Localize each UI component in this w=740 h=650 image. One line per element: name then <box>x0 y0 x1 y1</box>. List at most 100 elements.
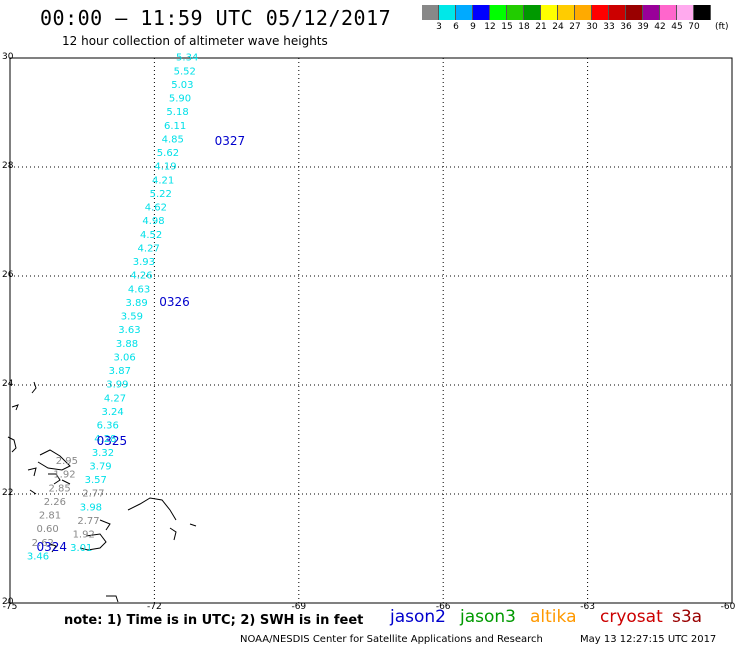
color-scale-legend <box>422 5 711 20</box>
color-swatch <box>541 5 558 20</box>
longitude-label: -63 <box>580 602 595 612</box>
color-scale-tick: 39 <box>637 22 649 32</box>
generated-timestamp: May 13 12:27:15 UTC 2017 <box>580 634 717 645</box>
longitude-label: -75 <box>2 602 18 612</box>
mission-jason2: jason2 <box>390 607 446 627</box>
color-swatch <box>626 5 643 20</box>
swh-value: 2.85 <box>49 483 71 494</box>
coastline <box>189 523 197 527</box>
color-swatch <box>439 5 456 20</box>
color-scale-tick: 21 <box>535 22 547 32</box>
color-swatch <box>592 5 609 20</box>
color-scale-tick: 12 <box>484 22 496 32</box>
longitude-label: -69 <box>291 602 307 612</box>
color-scale-tick: 42 <box>654 22 666 32</box>
swh-value: 4.63 <box>128 284 150 295</box>
color-scale-tick: 36 <box>620 22 632 32</box>
color-swatch <box>507 5 524 20</box>
latitude-label: 26 <box>2 270 14 280</box>
color-scale-unit: (ft) <box>715 22 729 32</box>
map-frame <box>9 57 733 604</box>
coastline <box>99 519 111 531</box>
swh-value: 6.36 <box>97 421 119 432</box>
swh-value: 3.88 <box>116 339 138 350</box>
color-swatch <box>660 5 677 20</box>
credit-text: NOAA/NESDIS Center for Satellite Applica… <box>240 634 543 645</box>
swh-value: 2.81 <box>39 511 61 522</box>
swh-value: 4.26 <box>130 271 152 282</box>
color-swatch <box>490 5 507 20</box>
color-scale-tick: 18 <box>518 22 530 32</box>
color-scale-tick: 45 <box>671 22 683 32</box>
color-swatch <box>609 5 626 20</box>
coastline <box>37 449 71 471</box>
swh-value: 4.21 <box>152 175 174 186</box>
color-swatch <box>575 5 592 20</box>
coastline <box>31 381 37 394</box>
color-swatch <box>422 5 439 20</box>
color-swatch <box>643 5 660 20</box>
coastline <box>27 467 37 477</box>
swh-value: 5.22 <box>150 189 172 200</box>
color-scale-tick: 3 <box>436 22 442 32</box>
color-swatch <box>456 5 473 20</box>
latitude-label: 24 <box>2 379 14 389</box>
page-title: 00:00 – 11:59 UTC 05/12/2017 <box>40 6 392 30</box>
coastline <box>169 527 177 541</box>
pass-label: 0325 <box>97 434 128 448</box>
mission-cryosat: cryosat <box>600 607 663 627</box>
coastline <box>48 473 61 485</box>
swh-value: 3.59 <box>121 312 143 323</box>
color-scale-tick: 6 <box>453 22 459 32</box>
color-swatch <box>473 5 490 20</box>
coastline <box>49 543 57 553</box>
longitude-label: -60 <box>720 602 736 612</box>
swh-value: 3.46 <box>27 551 49 562</box>
swh-value: 3.89 <box>126 298 148 309</box>
swh-value: 3.93 <box>133 257 155 268</box>
coastline <box>106 595 119 603</box>
latitude-label: 22 <box>2 488 14 498</box>
page-subtitle: 12 hour collection of altimeter wave hei… <box>62 34 328 48</box>
pass-label: 0326 <box>159 295 190 309</box>
mission-jason3: jason3 <box>460 607 516 627</box>
latitude-label: 20 <box>2 597 14 607</box>
swh-value: 2.77 <box>77 516 99 527</box>
coastline <box>61 479 71 485</box>
color-scale-tick: 33 <box>603 22 615 32</box>
swh-value: 5.18 <box>166 107 188 118</box>
swh-value: 3.57 <box>85 475 107 486</box>
pass-label: 0327 <box>215 134 246 148</box>
swh-value: 5.52 <box>174 66 196 77</box>
swh-value: 3.79 <box>89 461 111 472</box>
swh-value: 3.32 <box>92 448 114 459</box>
swh-value: 4.52 <box>140 230 162 241</box>
swh-value: 2.26 <box>44 497 66 508</box>
swh-value: 3.01 <box>70 543 92 554</box>
coastline <box>79 533 107 551</box>
color-scale-tick: 27 <box>569 22 581 32</box>
color-swatch <box>677 5 694 20</box>
swh-value: 4.28 <box>94 434 116 445</box>
mission-s3a: s3a <box>672 607 703 627</box>
swh-value: 4.27 <box>104 393 126 404</box>
coastline <box>7 436 17 453</box>
pass-label: 0324 <box>36 540 67 554</box>
swh-value: 3.06 <box>113 352 135 363</box>
swh-value: 4.27 <box>138 243 160 254</box>
swh-value: 2.95 <box>56 456 78 467</box>
swh-value: 4.62 <box>145 203 167 214</box>
coastline <box>11 404 19 411</box>
mission-altika: altika <box>530 607 577 627</box>
color-scale-tick: 9 <box>470 22 476 32</box>
swh-value: 0.60 <box>36 524 58 535</box>
color-scale-tick: 15 <box>501 22 513 32</box>
longitude-label: -66 <box>435 602 451 612</box>
swh-value: 4.98 <box>142 216 164 227</box>
color-scale-tick: 30 <box>586 22 598 32</box>
latitude-label: 28 <box>2 161 14 171</box>
swh-value: 3.99 <box>106 380 128 391</box>
swh-value: 2.62 <box>32 538 54 549</box>
swh-value: 2.77 <box>82 489 104 500</box>
